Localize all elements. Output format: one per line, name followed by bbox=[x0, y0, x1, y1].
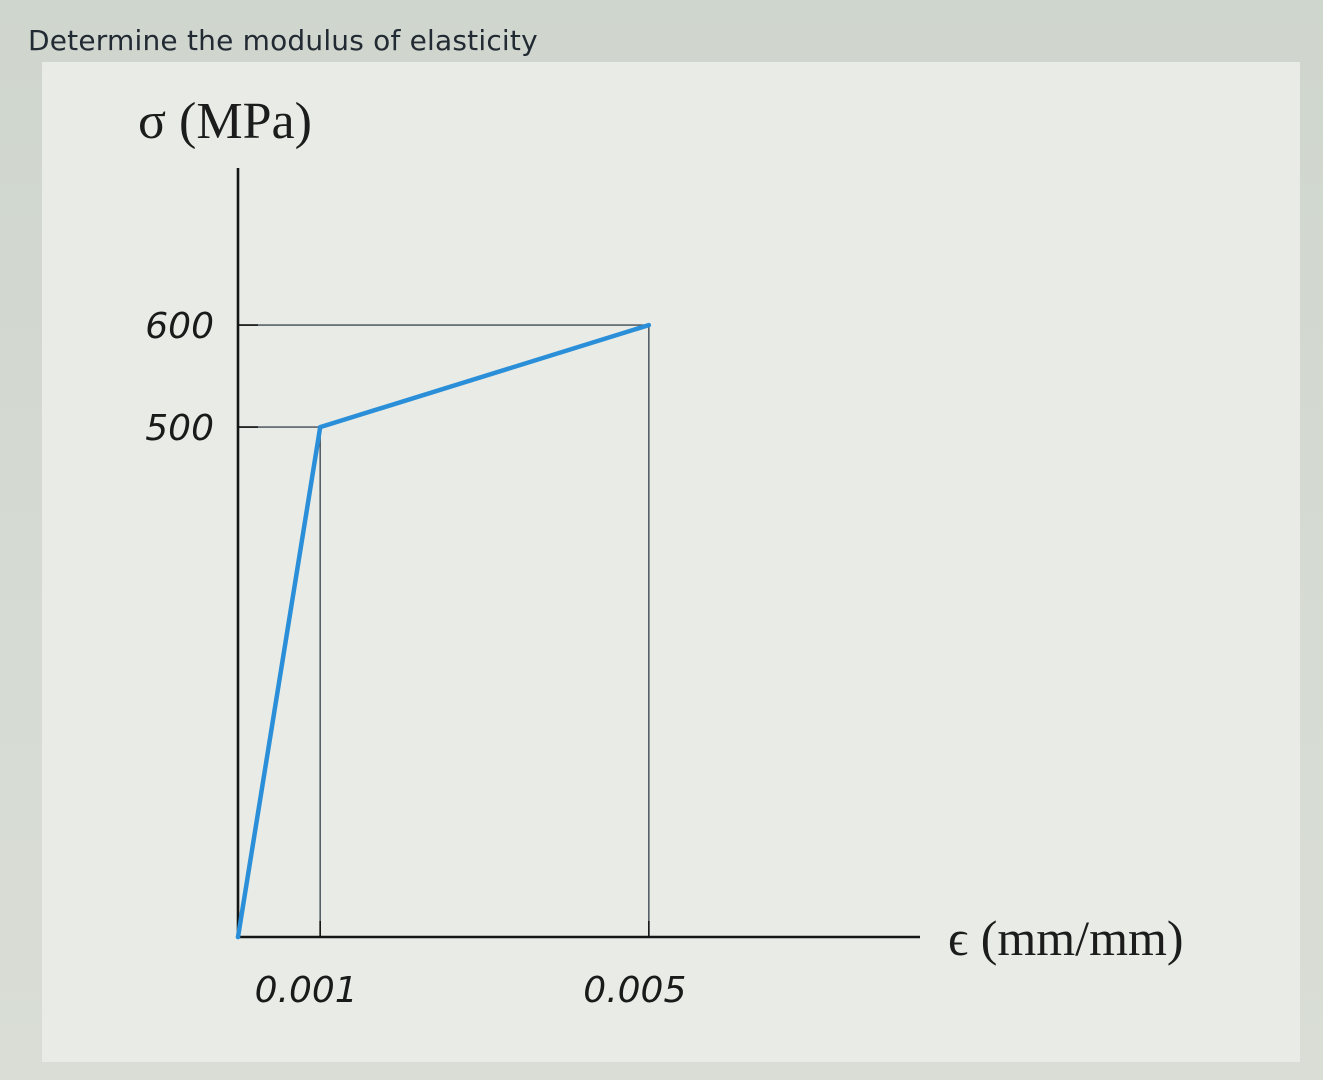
stress-strain-curve bbox=[235, 322, 652, 940]
figure-panel bbox=[42, 62, 1300, 1062]
data-point-1 bbox=[235, 934, 241, 940]
x-tick-label-0.005: 0.005 bbox=[583, 970, 686, 1011]
x-axis-title: ϵ (mm/mm) bbox=[948, 910, 1184, 966]
data-point-2 bbox=[317, 424, 323, 430]
y-tick-label-500: 500 bbox=[145, 408, 214, 449]
data-point-3 bbox=[646, 322, 652, 328]
question-text: Determine the modulus of elasticity bbox=[28, 24, 538, 57]
x-tick-label-0.001: 0.001 bbox=[255, 970, 358, 1011]
y-tick-label-600: 600 bbox=[145, 306, 214, 347]
y-axis-title: σ (MPa) bbox=[138, 93, 312, 150]
